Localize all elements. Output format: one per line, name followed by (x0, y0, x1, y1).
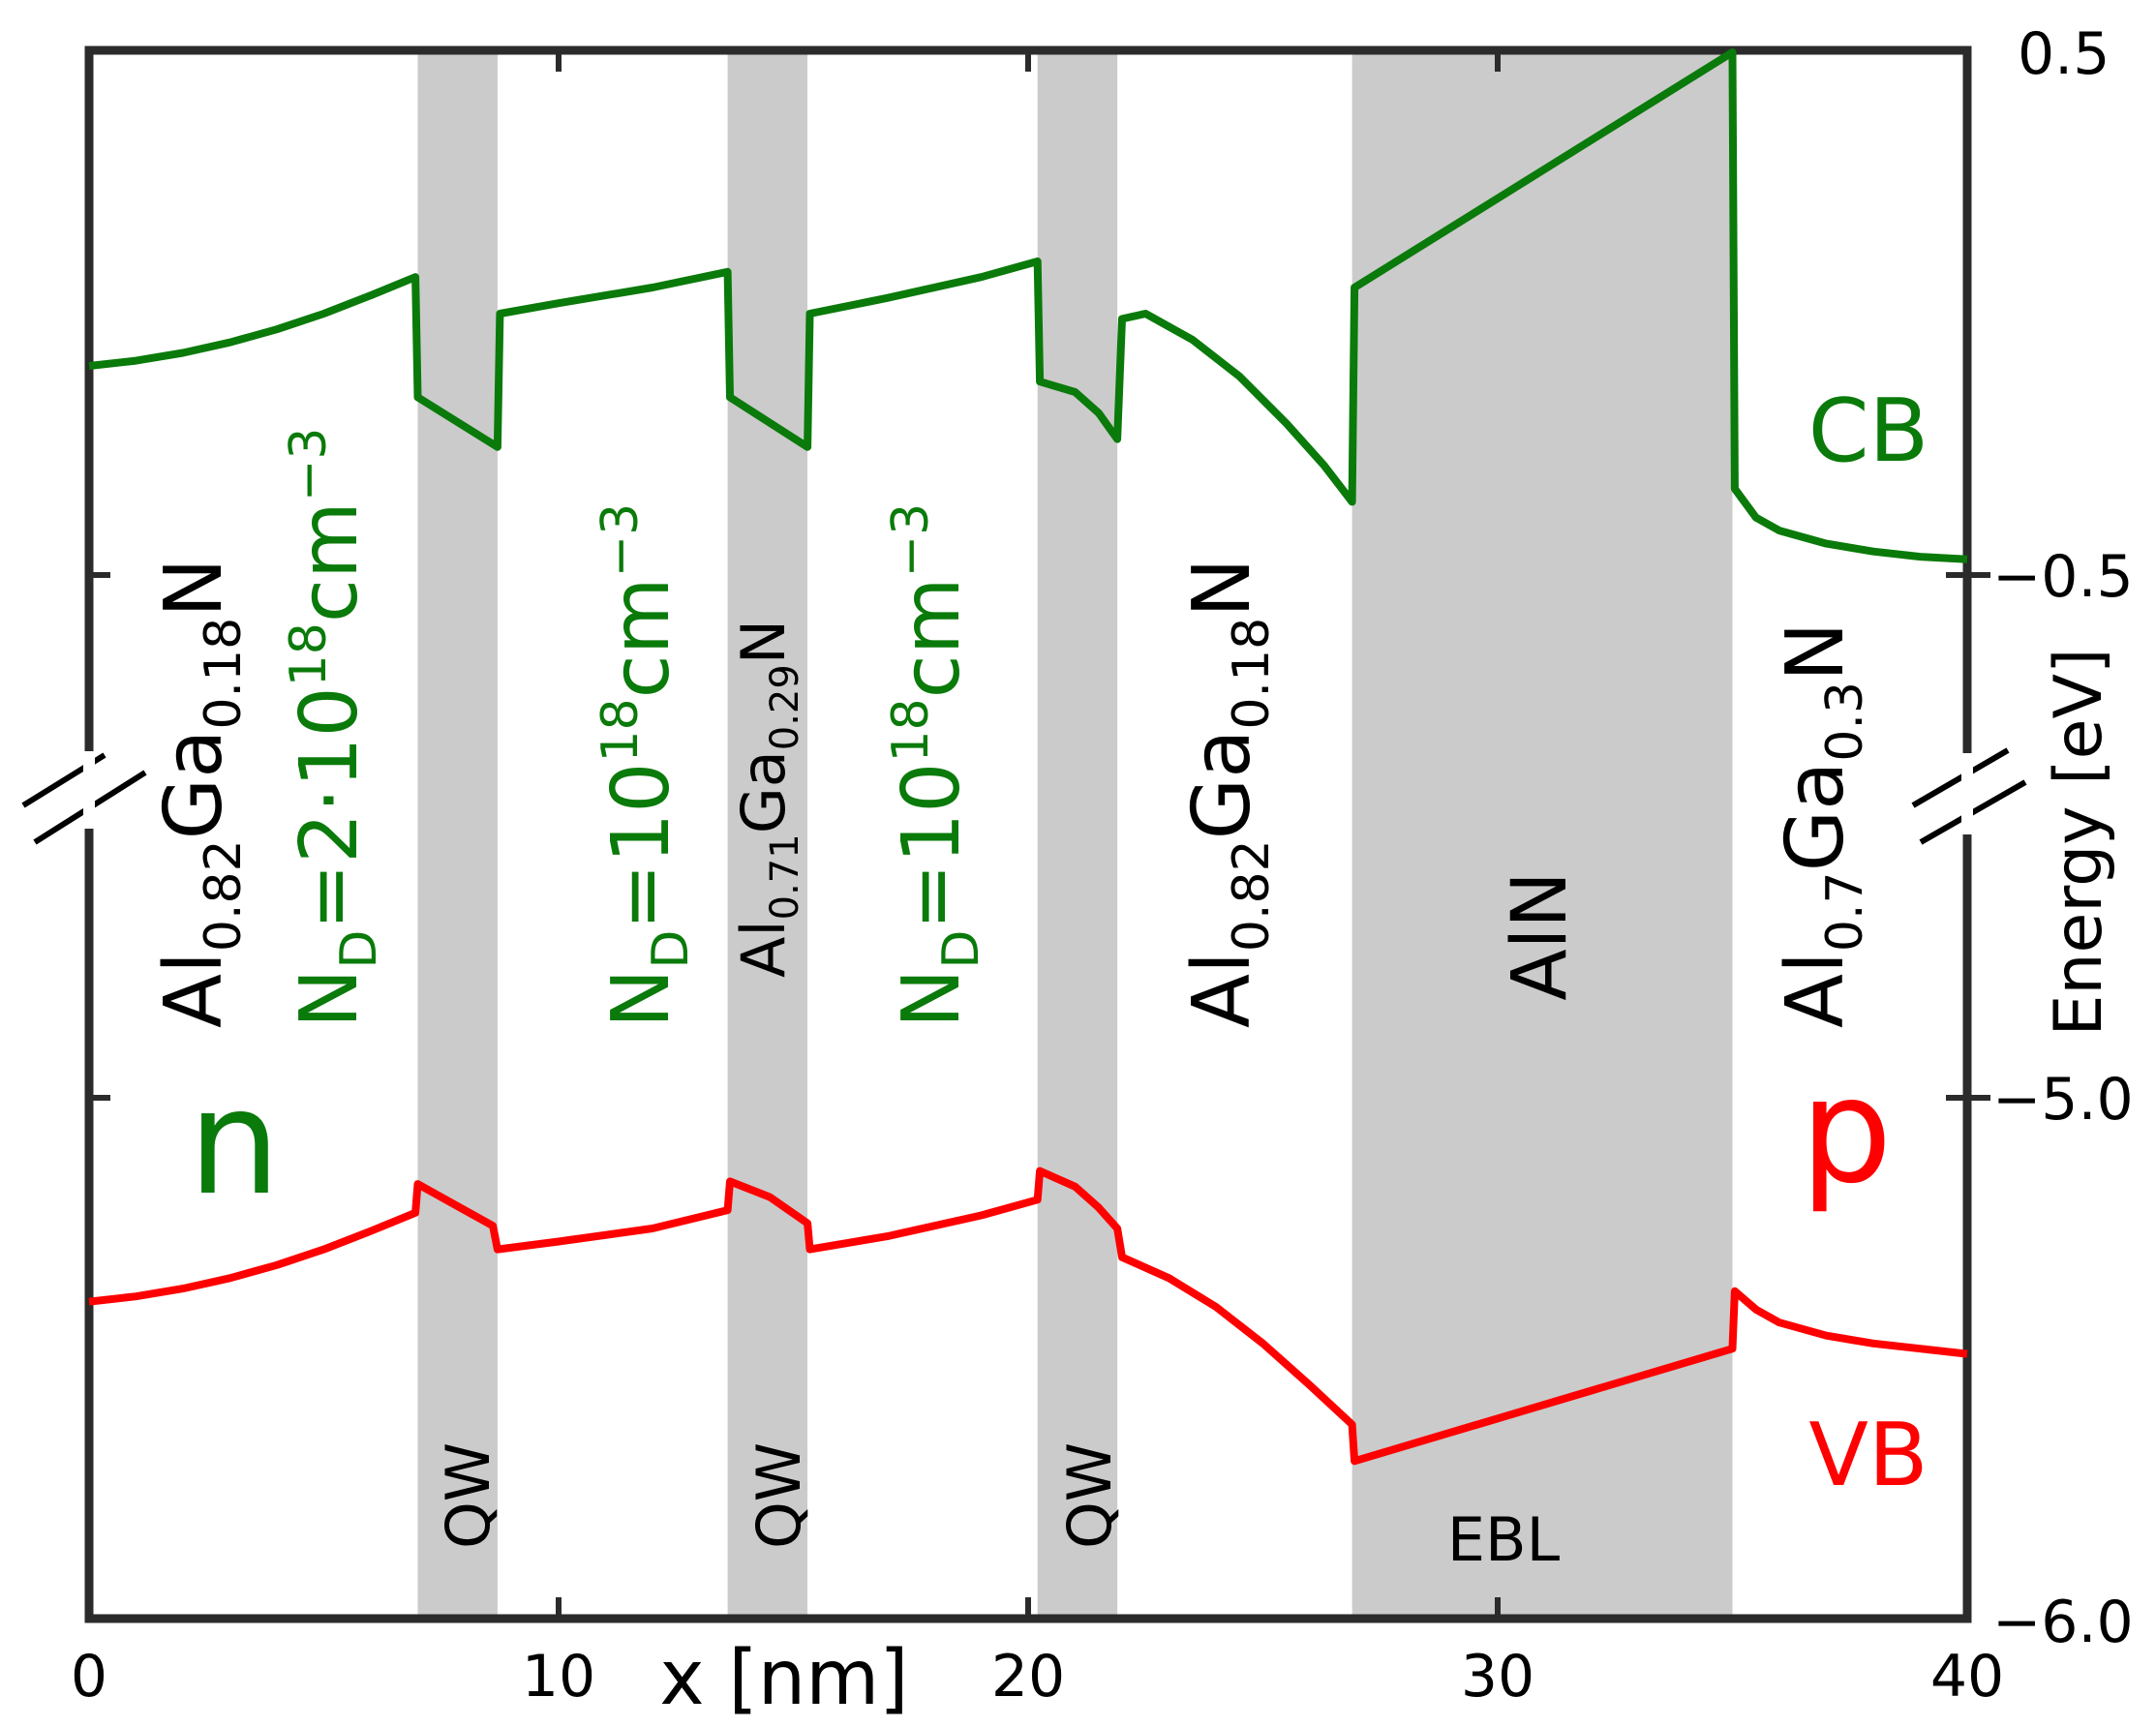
p-layer-al: Al (1770, 952, 1862, 1028)
barrier-n: N (728, 620, 799, 664)
y-tick-label-neg0.5: −0.5 (1992, 543, 2134, 611)
n-layer-ga: Ga (148, 730, 240, 840)
cb-curve (88, 48, 1968, 563)
p-layer-composition: Al0.7Ga0.3N (1770, 622, 1874, 1028)
barrier2-doping-eq: =10 (886, 763, 978, 930)
qw-label-1: QW (433, 1442, 503, 1549)
shaded-regions (417, 50, 1733, 1619)
barrier2-doping-cm-exp: −3 (882, 503, 940, 578)
n-type-label: n (188, 1059, 280, 1227)
p-type-label: p (1800, 1047, 1892, 1216)
p-layer-n: N (1770, 622, 1862, 682)
p-layer-al-sub: 0.7 (1816, 871, 1874, 952)
barrier2-doping-cm: cm (886, 577, 978, 698)
x-tick-label-0: 0 (71, 1643, 107, 1711)
region-qw-3 (1037, 50, 1118, 1619)
band-curves (88, 48, 1968, 1466)
spacer-composition: Al0.82Ga0.18N (1176, 558, 1281, 1028)
barrier-al: Al (728, 920, 799, 978)
spacer-n: N (1176, 558, 1268, 617)
spacer-al: Al (1176, 952, 1268, 1028)
axis-break-right (1911, 747, 2027, 845)
p-layer-ga: Ga (1770, 762, 1862, 872)
n-doping-exp: 18 (280, 622, 338, 686)
spacer-ga: Ga (1176, 730, 1268, 840)
y-ticks (89, 572, 1990, 1101)
n-layer-ga-sub: 0.18 (195, 618, 253, 730)
y-axis-label: Energy [eV] (2041, 648, 2117, 1036)
y-tick-label-neg5.0: −5.0 (1992, 1066, 2134, 1134)
p-layer-ga-sub: 0.3 (1816, 682, 1874, 762)
barrier1-doping-cm-exp: −3 (592, 503, 650, 578)
n-layer-al: Al (148, 952, 240, 1028)
barrier-composition: Al0.71Ga0.29N (728, 620, 807, 978)
barrier1-doping-exp: 18 (592, 698, 650, 762)
y-tick-label-neg6.0: −6.0 (1992, 1589, 2134, 1656)
x-axis-label: x [nm] (659, 1635, 908, 1722)
barrier-ga-sub: 0.29 (763, 664, 807, 750)
n-doping-cm: cm (284, 501, 376, 622)
barrier1-doping-cm: cm (595, 577, 687, 698)
cb-label: CB (1808, 380, 1929, 482)
ebl-label: EBL (1447, 1504, 1561, 1575)
barrier-al-sub: 0.71 (763, 833, 807, 920)
n-layer-n: N (148, 558, 240, 617)
qw-label-3: QW (1054, 1442, 1125, 1549)
barrier-doping-1: ND=1018cm−3 (592, 503, 700, 1028)
spacer-ga-sub: 0.18 (1223, 618, 1281, 730)
n-doping-d: D (330, 930, 388, 969)
aln-label: AlN (1497, 871, 1584, 1000)
barrier-doping-2: ND=1018cm−3 (882, 503, 990, 1028)
region-qw-1 (417, 50, 498, 1619)
n-layer-composition: Al0.82Ga0.18N (148, 558, 253, 1028)
x-tick-label-40: 40 (1930, 1643, 2004, 1711)
region-ebl-4 (1351, 50, 1733, 1619)
y-tick-label-0.5: 0.5 (2018, 20, 2110, 88)
barrier2-doping-n: N (886, 969, 978, 1028)
vb-label: VB (1808, 1405, 1928, 1506)
barrier-ga: Ga (728, 750, 799, 833)
barrier1-doping-d: D (642, 930, 700, 969)
barrier1-doping-eq: =10 (595, 763, 687, 930)
n-doping-n: N (284, 969, 376, 1028)
barrier1-doping-n: N (595, 969, 687, 1028)
n-layer-doping: ND=2·1018cm−3 (280, 428, 388, 1028)
qw-label-2: QW (744, 1442, 814, 1549)
region-qw-2 (727, 50, 808, 1619)
x-ticks (556, 50, 1501, 1619)
x-tick-label-20: 20 (991, 1643, 1065, 1711)
n-layer-al-sub: 0.82 (195, 839, 253, 952)
x-tick-label-30: 30 (1461, 1643, 1534, 1711)
vb-curve (88, 1166, 1968, 1466)
n-doping-eq: =2·10 (284, 686, 376, 929)
axis-break-left (21, 751, 147, 845)
barrier2-doping-d: D (932, 930, 990, 969)
x-tick-label-10: 10 (522, 1643, 595, 1711)
n-doping-cm-exp: −3 (280, 428, 338, 502)
spacer-al-sub: 0.82 (1223, 839, 1281, 952)
barrier2-doping-exp: 18 (882, 698, 940, 762)
